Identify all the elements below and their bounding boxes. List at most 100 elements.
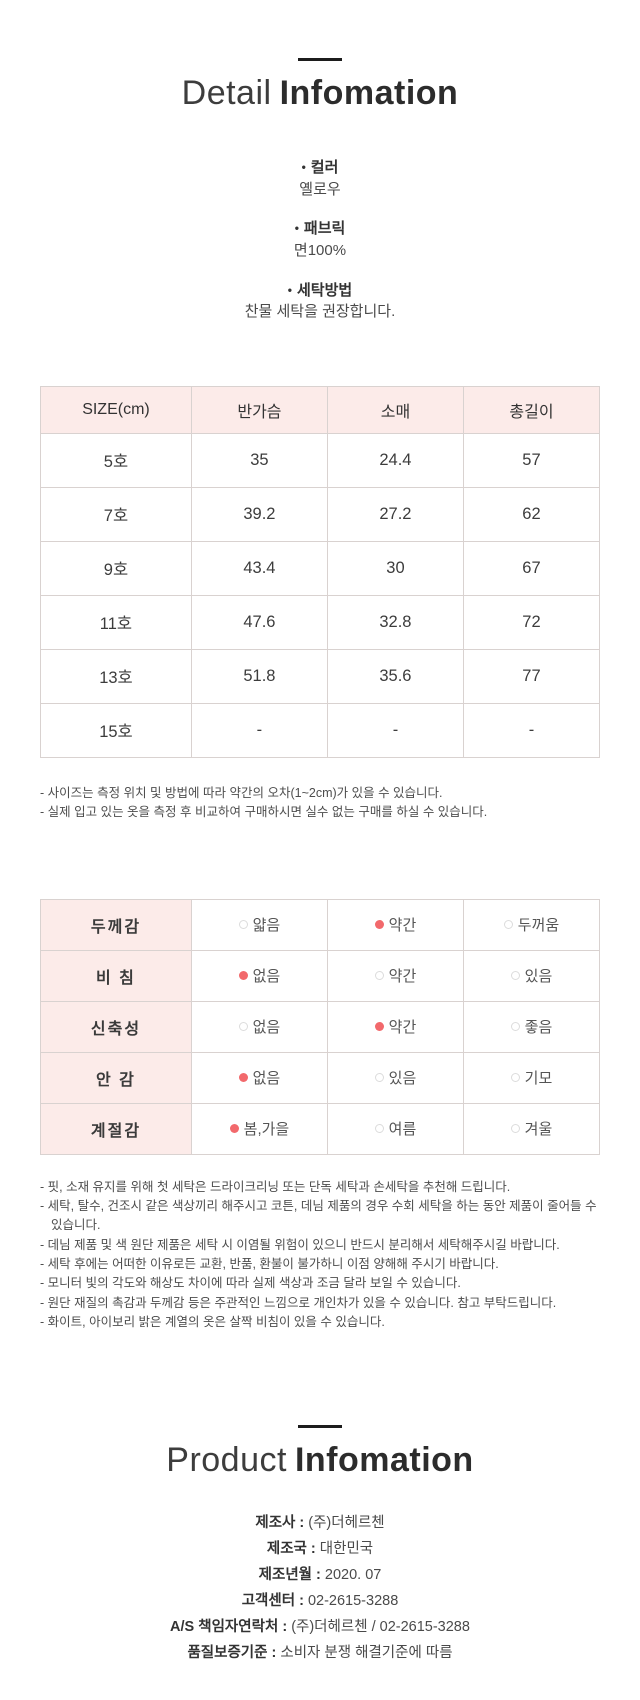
fabric-option: 없음 xyxy=(238,965,281,986)
radio-unselected-icon xyxy=(510,1124,520,1134)
size-cell: 35.6 xyxy=(326,648,464,704)
fabric-option-cell: 약간 xyxy=(326,1000,464,1053)
note-line: 데님 제품 및 색 원단 제품은 세탁 시 이염될 위험이 있으니 반드시 분리… xyxy=(40,1236,600,1255)
size-table-wrap: SIZE(cm) 반가슴 소매 총길이 5호 35 24.4 57 7호 39.2 27.2 62 9… xyxy=(40,385,601,823)
bullet-icon: • xyxy=(294,221,299,236)
fabric-option-text: 약간 xyxy=(388,1019,417,1037)
fabric-attr-label: 두께감 xyxy=(40,898,192,951)
fabric-option: 약간 xyxy=(374,914,416,935)
product-field-value: (주)더헤르첸 xyxy=(308,1514,385,1531)
product-field-label: 제조년월 : xyxy=(258,1566,325,1583)
section-divider-line xyxy=(298,1424,342,1428)
size-cell: - xyxy=(326,702,464,758)
size-cell: 57 xyxy=(462,432,601,488)
fabric-table-body: 두께감 얇음 약간 두꺼움 비 침 없음 약간 있음 신축성 없음 약간 좋음 안 감 없음 있음 기모 계절감… xyxy=(40,898,601,1155)
radio-unselected-icon xyxy=(510,1022,520,1032)
size-cell: 7호 xyxy=(40,486,192,542)
note-line: 실제 입고 있는 옷을 측정 후 비교하여 구매하시면 실수 없는 구매를 하실… xyxy=(40,803,600,822)
size-cell: 72 xyxy=(462,594,601,650)
product-field-label: 품질보증기준 : xyxy=(187,1644,281,1661)
size-col-header: 소매 xyxy=(326,385,464,434)
product-field: 품질보증기준 : 소비자 분쟁 해결기준에 따름 xyxy=(40,1640,600,1666)
product-field-list: 제조사 : (주)더헤르첸 제조국 : 대한민국 제조년월 : 2020. 07 고객… xyxy=(40,1510,600,1666)
size-cell: 30 xyxy=(326,540,464,596)
product-field-value: 대한민국 xyxy=(319,1540,374,1557)
detail-section: Detail Infomation • 컬러 옐로우 • 패브릭 면100% • 세탁방법 찬물 … xyxy=(40,0,600,324)
product-field-value: 02-2615-3288 xyxy=(307,1592,399,1609)
size-table-row: 13호 51.8 35.6 77 xyxy=(40,648,601,704)
size-cell: 27.2 xyxy=(326,486,464,542)
fabric-option-text: 없음 xyxy=(252,968,281,986)
product-field: 고객센터 : 02-2615-3288 xyxy=(40,1588,600,1614)
note-line: 핏, 소재 유지를 위해 첫 세탁은 드라이크리닝 또는 단독 세탁과 손세탁을… xyxy=(40,1178,600,1197)
fabric-option-cell: 있음 xyxy=(326,1051,464,1104)
size-cell: 67 xyxy=(462,540,601,596)
radio-unselected-icon xyxy=(374,971,384,981)
fabric-option-text: 있음 xyxy=(524,968,553,986)
spec-list: • 컬러 옐로우 • 패브릭 면100% • 세탁방법 찬물 세탁을 권장합니다. xyxy=(40,157,600,324)
note-line: 사이즈는 측정 위치 및 방법에 따라 약간의 오차(1~2cm)가 있을 수 … xyxy=(40,784,600,803)
product-field-label: A/S 책임자연락처 : xyxy=(170,1618,292,1635)
fabric-option: 약간 xyxy=(374,1016,417,1037)
spec-item: • 패브릭 면100% xyxy=(40,218,600,262)
spec-value: 찬물 세탁을 권장합니다. xyxy=(244,303,396,321)
fabric-option-cell: 봄,가을 xyxy=(190,1102,328,1155)
fabric-option-cell: 얇음 xyxy=(190,898,328,951)
size-table-row: 15호 - - - xyxy=(40,702,601,758)
radio-selected-icon xyxy=(238,1073,248,1083)
spec-item: • 컬러 옐로우 xyxy=(40,157,600,201)
note-line: 세탁, 탈수, 건조시 같은 색상끼리 해주시고 코튼, 데님 제품의 경우 수… xyxy=(40,1197,600,1236)
radio-unselected-icon xyxy=(503,920,513,930)
note-line: 세탁 후에는 어떠한 이유로든 교환, 반품, 환불이 불가하니 이점 양해해 … xyxy=(40,1255,600,1274)
spec-label-text: 패브릭 xyxy=(303,220,346,238)
care-notes: 핏, 소재 유지를 위해 첫 세탁은 드라이크리닝 또는 단독 세탁과 손세탁을… xyxy=(40,1178,600,1333)
fabric-option: 없음 xyxy=(238,1016,280,1037)
spec-label: • 세탁방법 xyxy=(40,280,600,302)
fabric-option-text: 없음 xyxy=(252,1070,281,1088)
page-content: Detail Infomation • 컬러 옐로우 • 패브릭 면100% • 세탁방법 찬물 … xyxy=(40,0,601,1666)
fabric-option-cell: 기모 xyxy=(462,1051,601,1104)
fabric-table-row: 계절감 봄,가을 여름 겨울 xyxy=(40,1102,601,1155)
fabric-option-text: 좋음 xyxy=(524,1019,553,1037)
product-title-bold: Infomation xyxy=(294,1440,474,1479)
size-cell: 32.8 xyxy=(326,594,464,650)
size-cell: 15호 xyxy=(40,702,192,758)
product-section: Product Infomation 제조사 : (주)더헤르첸 제조국 : 대한민… xyxy=(40,1424,600,1666)
fabric-option-cell: 약간 xyxy=(326,898,464,951)
fabric-option: 겨울 xyxy=(510,1118,552,1139)
size-cell: 51.8 xyxy=(190,648,328,704)
bullet-icon: • xyxy=(287,282,292,297)
fabric-attr-label: 안 감 xyxy=(40,1051,192,1104)
size-cell: 11호 xyxy=(40,594,192,650)
fabric-attr-label: 신축성 xyxy=(40,1000,192,1053)
product-field-value: 2020. 07 xyxy=(324,1566,382,1583)
size-table-row: 5호 35 24.4 57 xyxy=(40,432,601,488)
radio-unselected-icon xyxy=(374,1073,384,1083)
size-cell: 77 xyxy=(462,648,601,704)
size-table: SIZE(cm) 반가슴 소매 총길이 5호 35 24.4 57 7호 39.2 27.2 62 9… xyxy=(40,385,601,758)
fabric-option: 여름 xyxy=(374,1118,416,1139)
product-field: 제조년월 : 2020. 07 xyxy=(40,1562,600,1588)
fabric-option: 두꺼움 xyxy=(503,914,559,935)
size-cell: - xyxy=(462,702,601,758)
product-field-label: 제조사 : xyxy=(255,1514,309,1531)
note-line: 원단 재질의 촉감과 두께감 등은 주관적인 느낌으로 개인차가 있을 수 있습… xyxy=(40,1294,600,1313)
fabric-option-cell: 약간 xyxy=(326,949,464,1002)
fabric-option-cell: 없음 xyxy=(190,1051,328,1104)
size-cell: 43.4 xyxy=(190,540,328,596)
size-col-header: SIZE(cm) xyxy=(40,385,192,434)
bullet-icon: • xyxy=(301,160,306,175)
product-field: A/S 책임자연락처 : (주)더헤르첸 / 02-2615-3288 xyxy=(40,1614,600,1640)
fabric-table: 두께감 얇음 약간 두꺼움 비 침 없음 약간 있음 신축성 없음 약간 좋음 안 감 없음 있음 기모 계절감… xyxy=(40,898,601,1155)
size-table-row: 7호 39.2 27.2 62 xyxy=(40,486,601,542)
spec-label: • 컬러 xyxy=(40,157,600,179)
spec-item: • 세탁방법 찬물 세탁을 권장합니다. xyxy=(40,280,600,324)
fabric-option: 기모 xyxy=(510,1067,552,1088)
product-field-label: 고객센터 : xyxy=(241,1592,308,1609)
fabric-option-cell: 여름 xyxy=(326,1102,464,1155)
size-cell: 47.6 xyxy=(190,594,328,650)
size-table-body: 5호 35 24.4 57 7호 39.2 27.2 62 9호 43.4 30 67 11호 47.6 3… xyxy=(40,432,601,758)
radio-unselected-icon xyxy=(510,1073,520,1083)
radio-unselected-icon xyxy=(238,920,248,930)
spec-label-text: 컬러 xyxy=(310,159,339,177)
